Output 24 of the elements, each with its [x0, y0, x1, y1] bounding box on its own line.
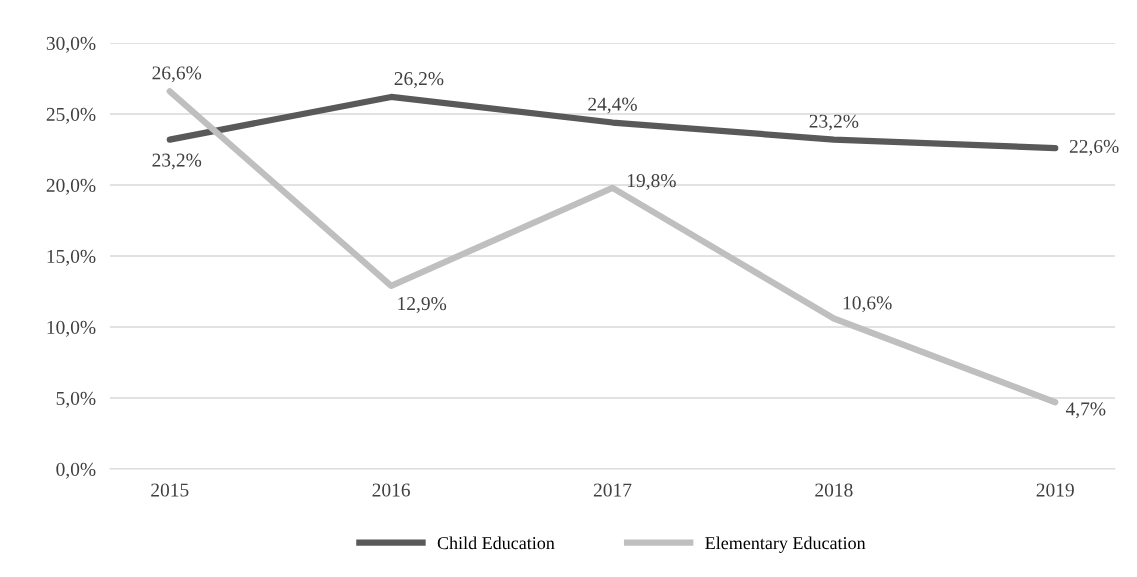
- y-tick-label: 15,0%: [47, 249, 96, 266]
- data-label: 4,7%: [1065, 402, 1106, 419]
- data-label: 23,2%: [152, 153, 202, 170]
- data-label: 23,2%: [809, 114, 859, 131]
- data-label: 26,6%: [152, 66, 202, 83]
- y-tick-label: 0,0%: [56, 462, 96, 479]
- x-tick-label: 2017: [593, 483, 632, 497]
- y-tick-label: 25,0%: [46, 107, 96, 124]
- x-tick-label: 2015: [151, 483, 189, 497]
- data-label: 12,9%: [398, 297, 447, 313]
- data-label: 22,6%: [1069, 139, 1119, 156]
- data-label: 24,4%: [588, 97, 637, 114]
- data-label: 19,8%: [627, 174, 676, 190]
- y-tick-label: 5,0%: [56, 391, 96, 408]
- x-tick-label: 2019: [1036, 483, 1074, 497]
- data-label: 26,2%: [394, 72, 444, 88]
- legend-label: Elementary Education: [705, 536, 866, 553]
- y-tick-label: 30,0%: [46, 36, 96, 53]
- y-tick-label: 20,0%: [46, 178, 96, 195]
- data-label: 10,6%: [843, 296, 892, 313]
- legend-label: Child Education: [437, 536, 555, 550]
- y-tick-label: 10,0%: [47, 320, 96, 337]
- x-tick-label: 2016: [372, 483, 410, 497]
- x-tick-label: 2018: [815, 483, 853, 497]
